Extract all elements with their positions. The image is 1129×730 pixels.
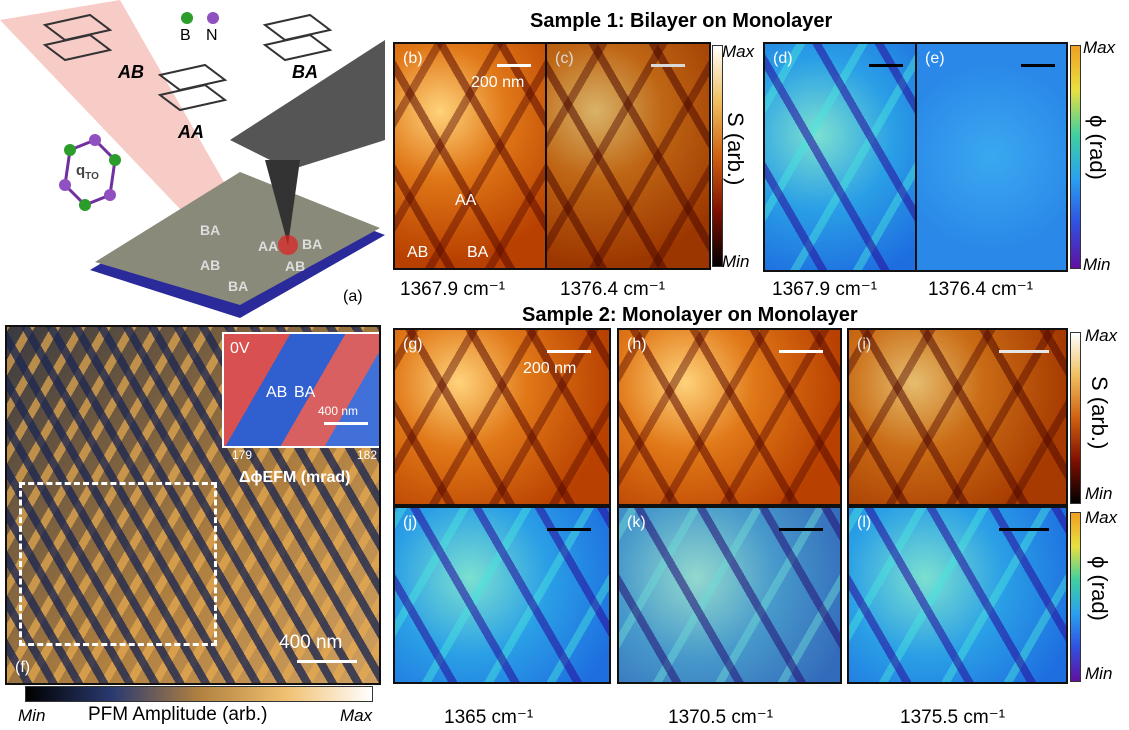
lattice-label: AB	[285, 258, 305, 274]
image-i: (i)	[847, 328, 1068, 506]
scale-bar	[779, 350, 823, 353]
atom-label: N	[206, 27, 218, 45]
colorbar-label: S (arb.)	[722, 112, 748, 185]
colorbar-max: Max	[1083, 38, 1115, 58]
colorbar-max: Max	[1085, 508, 1117, 528]
panel-tag: (a)	[343, 288, 363, 306]
scale-label: 400 nm	[318, 404, 358, 418]
colorbar-min: Min	[1085, 484, 1112, 504]
wavenumber: 1375.5 cm⁻¹	[900, 706, 1005, 729]
figure: AB AA BA B N qTO BA AA BA AB AB BA (a) S…	[0, 0, 1129, 730]
pfm-colorbar	[25, 686, 373, 702]
scale-bar	[779, 528, 823, 531]
image-c: (c)	[545, 42, 711, 270]
panel-a	[0, 0, 388, 318]
image-k: (k)	[617, 506, 842, 684]
scale-label: 200 nm	[471, 74, 524, 92]
colorbar-label: ϕ (rad)	[1084, 115, 1110, 180]
scale-bar	[651, 64, 685, 67]
image-j: (j)	[393, 506, 611, 684]
range-max: 182	[357, 448, 377, 462]
scale-bar	[547, 350, 591, 353]
scale-bar	[999, 350, 1049, 353]
colorbar	[1070, 45, 1081, 269]
panel-tag: (k)	[627, 514, 646, 532]
image-h: (h)	[617, 328, 842, 506]
lattice-label: BA	[302, 236, 322, 252]
image-e: (e)	[915, 42, 1068, 272]
panel-tag: (g)	[403, 336, 423, 354]
sample-title: Sample 2: Monolayer on Monolayer	[522, 304, 858, 327]
panel-tag: (i)	[857, 336, 871, 354]
wavenumber: 1367.9 cm⁻¹	[772, 278, 877, 301]
scale-label: 200 nm	[523, 360, 576, 378]
lattice-label: AB	[200, 257, 220, 273]
domain-label: BA	[294, 384, 315, 402]
inset: 0V AB BA 400 nm	[222, 332, 381, 448]
panel-tag: (c)	[555, 50, 574, 68]
inset-voltage: 0V	[230, 340, 250, 358]
image-l: (l)	[847, 506, 1068, 684]
colorbar-min: Min	[1083, 255, 1110, 275]
wavenumber: 1365 cm⁻¹	[444, 706, 533, 729]
domain-label: BA	[467, 244, 488, 262]
wavenumber: 1376.4 cm⁻¹	[928, 278, 1033, 301]
lattice-label: BA	[228, 278, 248, 294]
scale-bar	[1021, 64, 1055, 67]
stack-label: BA	[292, 62, 318, 83]
scale-bar	[297, 660, 357, 663]
inset-label: ΔϕEFM (mrad)	[239, 469, 351, 487]
scale-bar	[497, 64, 531, 67]
stack-label: AA	[178, 122, 204, 143]
wavenumber: 1370.5 cm⁻¹	[668, 706, 773, 729]
panel-tag: (f)	[15, 659, 30, 677]
stack-label: AB	[118, 62, 144, 83]
sample-title: Sample 1: Bilayer on Monolayer	[530, 10, 832, 33]
phonon-label: qTO	[76, 162, 99, 182]
wavenumber: 1376.4 cm⁻¹	[560, 278, 665, 301]
pfm-label: PFM Amplitude (arb.)	[88, 704, 268, 726]
colorbar	[1070, 512, 1081, 682]
panel-tag: (l)	[857, 514, 871, 532]
domain-label: AB	[407, 244, 428, 262]
lattice-label: AA	[258, 238, 278, 254]
panel-tag: (h)	[627, 336, 647, 354]
scale-bar	[547, 528, 591, 531]
hotspot	[278, 235, 298, 255]
q-sub: TO	[85, 171, 99, 182]
image-b: (b) 200 nm AA AB BA	[393, 42, 547, 270]
scale-bar	[324, 422, 368, 425]
zoom-box	[19, 482, 217, 646]
colorbar-min: Min	[1085, 664, 1112, 684]
pfm-min: Min	[18, 706, 45, 726]
colorbar-label: ϕ (rad)	[1086, 556, 1112, 621]
colorbar-max: Max	[722, 42, 754, 62]
q: q	[76, 162, 85, 179]
panel-tag: (j)	[403, 514, 417, 532]
lattice-label: BA	[200, 222, 220, 238]
image-g: (g) 200 nm	[393, 328, 611, 506]
scale-label: 400 nm	[279, 632, 342, 654]
domain-label: AB	[266, 384, 287, 402]
panel-tag: (e)	[925, 50, 945, 68]
domain-label: AA	[455, 192, 476, 210]
scale-bar	[869, 64, 903, 67]
panel-tag: (b)	[403, 50, 423, 68]
colorbar-label: S (arb.)	[1086, 376, 1112, 449]
image-d: (d)	[763, 42, 917, 272]
atom-label: B	[180, 27, 191, 45]
panel-tag: (d)	[773, 50, 793, 68]
colorbar-max: Max	[1085, 326, 1117, 346]
range-min: 179	[232, 448, 252, 462]
scale-bar	[999, 528, 1049, 531]
colorbar	[1070, 332, 1081, 504]
pfm-max: Max	[340, 706, 372, 726]
colorbar-min: Min	[722, 252, 749, 272]
cantilever	[230, 40, 385, 170]
image-f: 0V AB BA 400 nm 179 182 ΔϕEFM (mrad) 400…	[5, 325, 381, 685]
wavenumber: 1367.9 cm⁻¹	[400, 278, 505, 301]
